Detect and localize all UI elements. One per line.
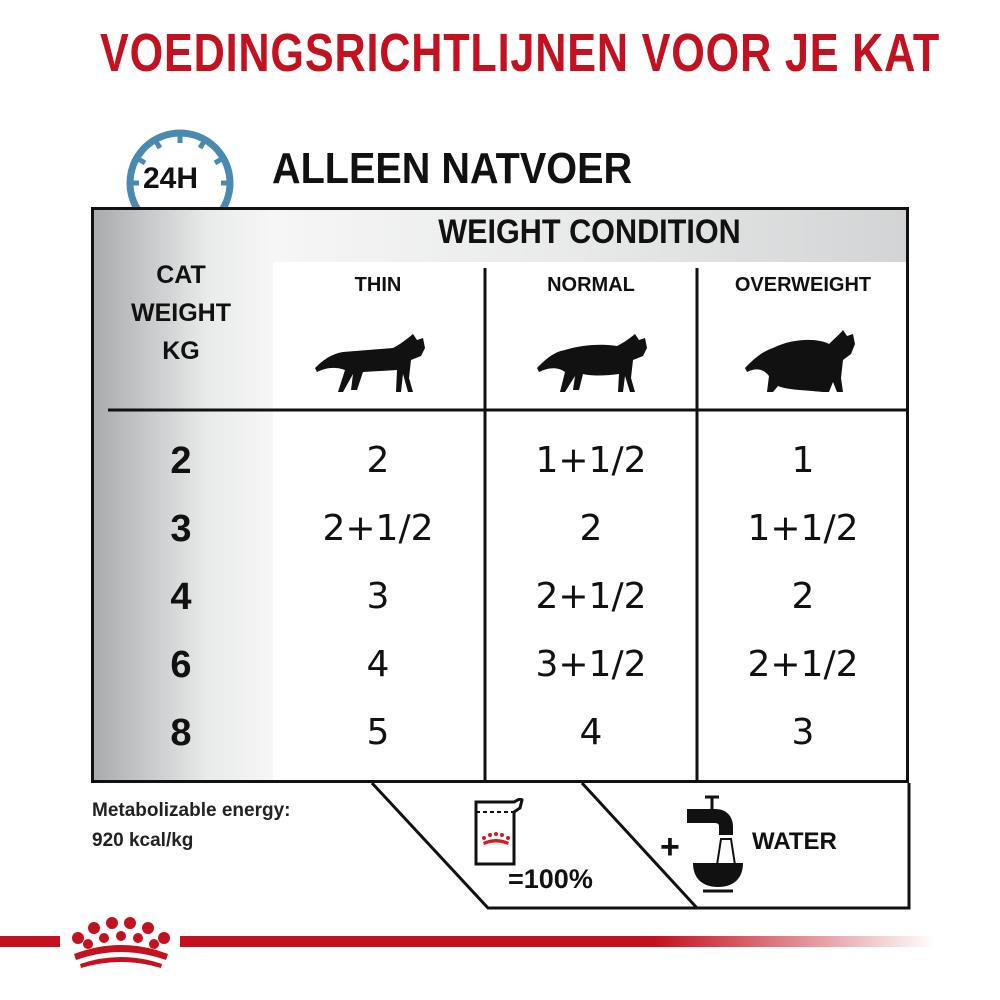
portion-cell: 2+1/2: [747, 644, 859, 685]
water-label: WATER: [752, 828, 837, 855]
cat-weight-cell: 3: [170, 508, 192, 550]
energy-label: Metabolizable energy:: [92, 800, 291, 821]
portion-cell: 2+1/2: [535, 576, 647, 617]
cat-weight-cell: 8: [170, 712, 192, 754]
header-line: KG: [162, 337, 200, 365]
portion-cell: 3+1/2: [535, 644, 647, 685]
header-line: WEIGHT: [131, 299, 231, 327]
cat-weight-header: CAT WEIGHT KG: [91, 256, 271, 370]
portion-cell: 2+1/2: [322, 508, 434, 549]
pouch-icon: [474, 798, 524, 866]
cat-normal-icon: [537, 334, 647, 392]
metabolizable-energy: Metabolizable energy: 920 kcal/kg: [92, 796, 291, 856]
portion-cell: 1+1/2: [535, 440, 647, 481]
cat-weight-cell: 2: [170, 440, 192, 482]
tap-water-icon: [687, 795, 743, 893]
cat-overweight-icon: [745, 330, 855, 392]
weight-condition-header: WEIGHT CONDITION: [438, 213, 741, 251]
energy-value: 920 kcal/kg: [92, 830, 194, 851]
portion-cell: 1: [791, 440, 815, 481]
portion-cell: 4: [579, 712, 603, 753]
subtitle: ALLEEN NATVOER: [272, 144, 633, 193]
clock-label: 24H: [143, 162, 199, 195]
portion-cell: 5: [366, 712, 390, 753]
portion-cell: 3: [791, 712, 815, 753]
portion-cell: 2: [579, 508, 603, 549]
column-overweight: OVERWEIGHT: [734, 274, 872, 296]
column-thin: THIN: [354, 274, 402, 296]
portion-cell: 2: [366, 440, 390, 481]
portion-cell: 2: [791, 576, 815, 617]
portion-cell: 4: [366, 644, 390, 685]
royal-crown-logo: [60, 910, 180, 972]
column-normal: NORMAL: [547, 274, 635, 296]
pouch-percentage: =100%: [508, 864, 593, 894]
cat-thin-icon: [315, 334, 425, 392]
portion-cell: 1+1/2: [747, 508, 859, 549]
page-title: VOEDINGSRICHTLIJNEN VOOR JE KAT: [100, 23, 941, 83]
plus-sign: +: [660, 828, 680, 866]
cat-weight-cell: 4: [170, 576, 192, 618]
header-line: CAT: [156, 261, 206, 289]
cat-weight-cell: 6: [170, 644, 192, 686]
clock-icon: [126, 129, 234, 215]
portion-cell: 3: [366, 576, 390, 617]
